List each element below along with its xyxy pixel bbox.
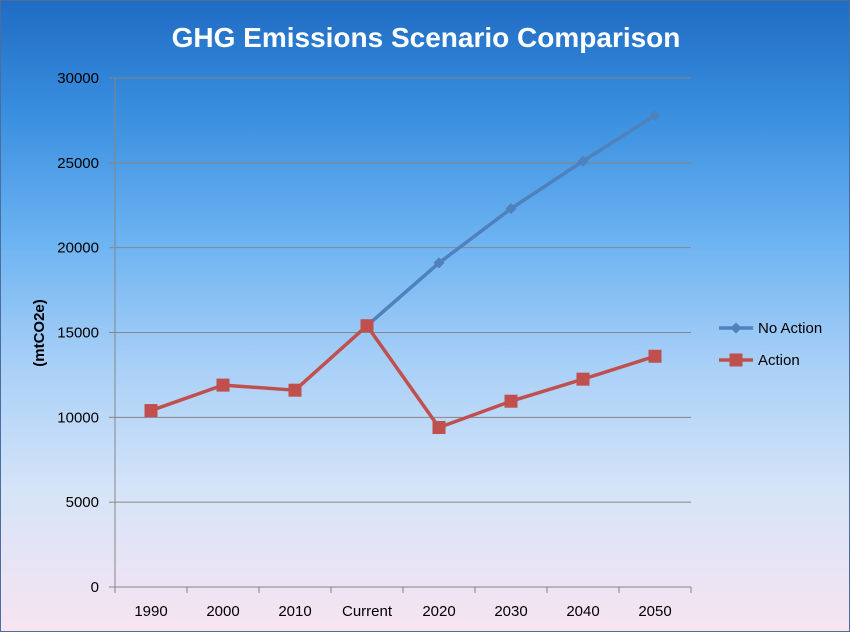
axes <box>114 78 691 588</box>
data-point-action <box>360 319 374 333</box>
legend-marker <box>729 353 743 367</box>
series-line-action <box>150 323 656 430</box>
y-tick-labels: 0 5000 10000 15000 20000 25000 30000 <box>57 70 99 596</box>
x-tick-label: Current <box>342 603 393 620</box>
data-point-action <box>648 349 662 363</box>
x-tick-label: 2040 <box>566 603 599 620</box>
gridlines <box>109 77 692 593</box>
data-point-action <box>432 421 446 435</box>
chart-title: GHG Emissions Scenario Comparison <box>172 22 681 53</box>
data-point-no-action <box>577 155 589 167</box>
series-no-action <box>361 109 661 332</box>
legend-label: No Action <box>758 320 822 337</box>
legend: No Action Action <box>719 320 822 369</box>
legend-item-no-action: No Action <box>719 320 822 337</box>
legend-item-action: Action <box>719 352 800 369</box>
x-tick-label: 1990 <box>134 603 167 620</box>
y-axis-title: (mtCO2e) <box>31 299 48 367</box>
data-point-action <box>288 383 302 397</box>
y-tick-label: 30000 <box>57 70 99 87</box>
x-tick-label: 2030 <box>494 603 527 620</box>
x-tick-labels: 1990 2000 2010 Current 2020 2030 2040 2050 <box>134 603 671 620</box>
y-tick-label: 15000 <box>57 325 99 342</box>
data-point-no-action <box>433 257 445 269</box>
legend-label: Action <box>758 352 800 369</box>
series-line-no-action <box>365 113 656 328</box>
series-layer <box>144 109 662 435</box>
x-tick-label: 2010 <box>278 603 311 620</box>
y-tick-label: 5000 <box>66 494 99 511</box>
data-point-no-action <box>649 109 661 121</box>
y-tick-label: 0 <box>91 579 99 596</box>
legend-marker <box>730 322 742 334</box>
data-point-no-action <box>505 203 517 215</box>
x-tick-label: 2000 <box>206 603 239 620</box>
y-tick-label: 25000 <box>57 155 99 172</box>
data-point-action <box>576 372 590 386</box>
y-tick-label: 10000 <box>57 409 99 426</box>
x-tick-label: 2050 <box>638 603 671 620</box>
x-tick-label: 2020 <box>422 603 455 620</box>
series-action <box>144 319 662 435</box>
data-point-action <box>144 404 158 418</box>
data-point-action <box>504 394 518 408</box>
y-tick-label: 20000 <box>57 240 99 257</box>
data-point-action <box>216 378 230 392</box>
